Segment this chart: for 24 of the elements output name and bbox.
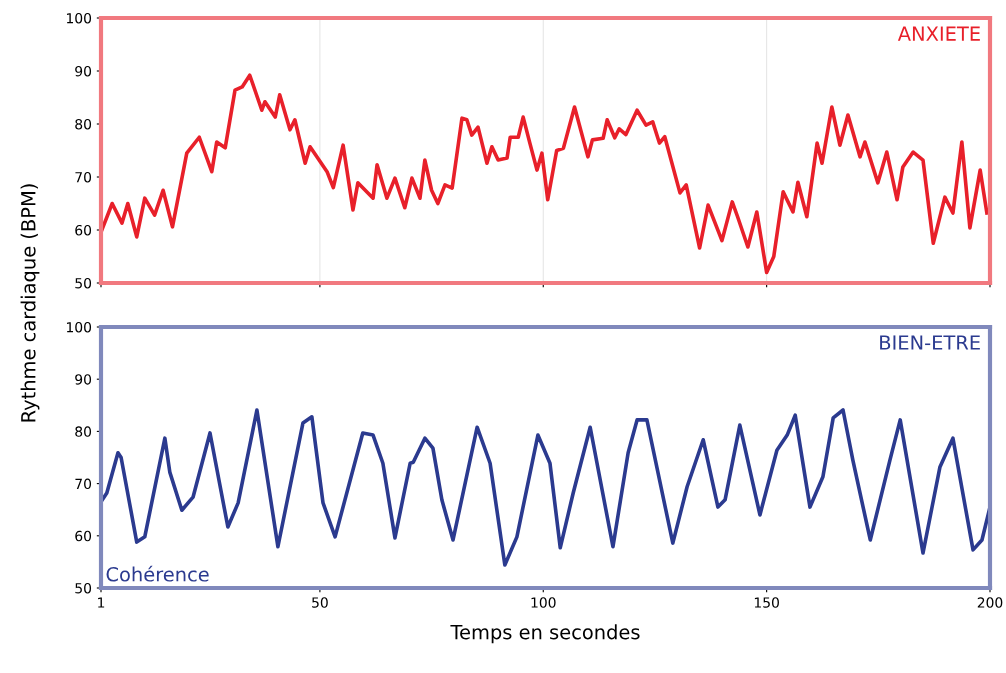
annotation: ANXIETE (897, 26, 980, 41)
y-axis-title: Rythme cardiaque (BPM) (20, 184, 40, 422)
y-tick-label: 90 (75, 65, 92, 77)
y-tick-label: 50 (75, 582, 92, 594)
y-tick-label: 100 (66, 12, 92, 24)
y-tick-label: 60 (75, 530, 92, 542)
annotation: Cohérence (106, 565, 209, 582)
x-tick-label: 1 (98, 597, 105, 608)
annotation: BIEN-ETRE (880, 335, 980, 350)
y-tick-label: 70 (75, 478, 92, 490)
x-tick-label: 200 (977, 597, 1003, 608)
x-tick-label: 100 (531, 597, 556, 608)
y-tick-label: 70 (75, 171, 92, 183)
x-axis-title: Temps en secondes (450, 624, 640, 644)
line-series (101, 408, 990, 567)
line-series (101, 73, 989, 275)
y-tick-label: 50 (75, 277, 92, 289)
x-tick-label: 50 (312, 597, 328, 608)
y-tick-label: 90 (75, 374, 92, 385)
y-tick-label: 80 (75, 426, 92, 437)
y-tick-label: 60 (75, 224, 92, 236)
x-tick-label: 150 (754, 597, 779, 608)
y-tick-label: 80 (75, 118, 92, 130)
y-tick-label: 100 (66, 321, 92, 333)
